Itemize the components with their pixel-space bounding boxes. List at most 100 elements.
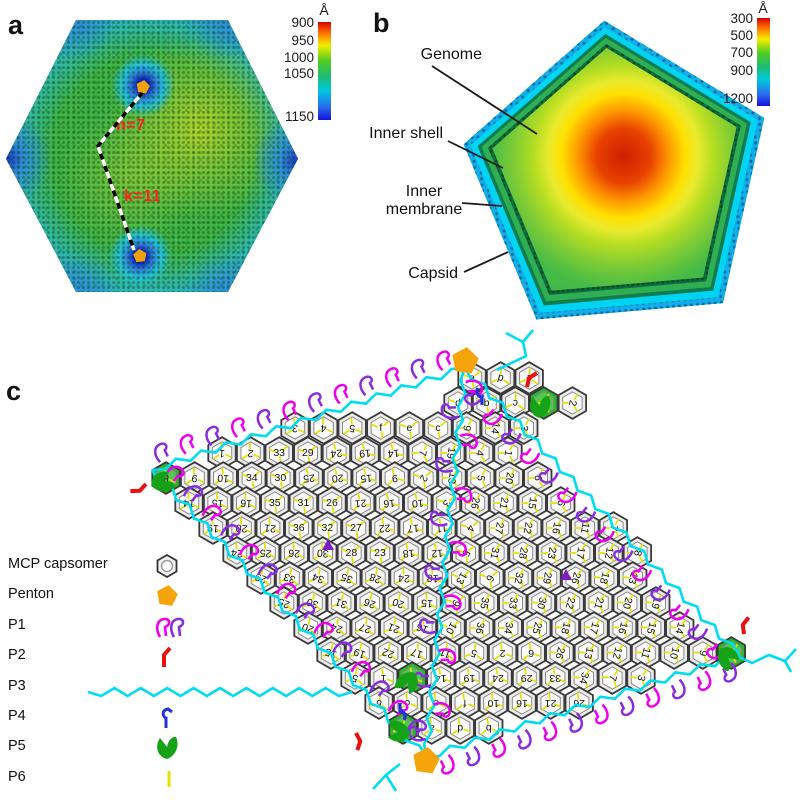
mcp-capsomer-cell: 14 (174, 486, 204, 520)
mcp-capsomer-cell: 33 (540, 661, 570, 695)
mcp-capsomer-cell: 14 (378, 436, 409, 470)
capsomer-number: 22 (521, 521, 535, 535)
capsomer-number: 6 (528, 647, 534, 659)
mcp-capsomer-cell: 26 (561, 561, 591, 595)
capsomer-number: 5 (350, 671, 360, 684)
mcp-capsomer-cell: 4 (455, 511, 486, 545)
capsomer-number: 16 (516, 697, 528, 709)
capsomer-number: 9 (449, 597, 462, 608)
legend-label: Penton (8, 586, 54, 603)
mcp-capsomer-cell: 26 (355, 586, 385, 620)
colorbar-a-unit: Å (319, 2, 329, 18)
capsomer-number: 29 (302, 447, 314, 459)
callout-capsid: Capsid (408, 265, 458, 282)
mcp-capsomer-cell: 29 (512, 661, 542, 695)
mcp-capsomer-cell: c (423, 411, 453, 445)
capsomer-number: 5 (469, 646, 479, 659)
capsomer-number: c (511, 397, 519, 410)
mcp-capsomer-cell: 19 (344, 636, 375, 670)
capsomer-number: 7 (606, 674, 619, 683)
mcp-capsomer-cell: 10 (403, 486, 433, 520)
capsomer-number: 27 (350, 522, 362, 534)
colorbar-tick: 900 (291, 15, 314, 30)
capsomer-number: 10 (411, 497, 424, 510)
capsomer-number: 3 (291, 422, 298, 434)
legend-label: P4 (8, 707, 26, 724)
capsomer-number: 2 (417, 472, 430, 483)
mcp-capsomer-cell: 15 (202, 486, 233, 520)
capsomer-number: 7 (416, 449, 429, 457)
legend-row-mcp-capsomer: MCP capsomer (6, 552, 206, 582)
mcp-capsomer-cell: 17 (579, 611, 609, 645)
capsomer-number: 10 (667, 646, 682, 661)
capsomer-number: 21 (497, 496, 511, 510)
mcp-capsomer-cell: 21 (379, 611, 409, 645)
capsomer-number: 21 (386, 620, 401, 635)
mcp-capsomer-cell: 17 (402, 636, 432, 670)
legend-row-p1: P1 (6, 613, 206, 643)
mcp-capsomer-cell: 16 (507, 686, 537, 720)
mcp-capsomer-cell: 30 (297, 586, 328, 620)
colorbar-a: Å 900 950 1000 1050 1150 (266, 2, 346, 132)
capsomer-number: f (463, 697, 466, 709)
mcp-capsomer-cell: 10 (659, 636, 689, 670)
mcp-capsomer-cell: 26 (279, 536, 309, 570)
capsomer-number: 13 (625, 571, 640, 586)
fivefold-marker-bottom (133, 249, 147, 263)
capsomer-number: c (435, 422, 440, 434)
capsomer-number: 35 (339, 570, 354, 585)
mcp-capsomer-cell: 17 (565, 536, 595, 570)
hk-annotation (96, 80, 150, 263)
mcp-capsomer-cell: 2 (557, 386, 587, 420)
mcp-capsomer-cell: 23 (537, 536, 567, 570)
capsomer-number: 16 (549, 521, 563, 535)
mcp-capsomer-cell: 15 (636, 611, 666, 645)
capsomer-number: 30 (275, 472, 287, 484)
mcp-capsomer-cell: 15 (351, 461, 381, 495)
capsomer-number: 3 (634, 674, 647, 683)
mcp-capsomer-cell: 31 (326, 586, 356, 620)
capsomer-number: 16 (383, 497, 396, 510)
legend-row-penton: Penton (6, 582, 206, 612)
p5-proteins (151, 395, 740, 742)
mcp-capsomer-cell: 15 (412, 586, 442, 620)
mcp-capsomer-cell: 20 (322, 461, 353, 495)
threefold-axis-marker (322, 539, 334, 550)
capsomer-number: 32 (511, 571, 525, 585)
mcp-capsomer-cell: f (366, 411, 396, 445)
capsomer-number: 26 (362, 595, 377, 610)
mcp-capsomer-cell: 34 (493, 611, 523, 645)
capsomer-number: 17 (573, 546, 587, 560)
capsomer-number: 4 (473, 449, 486, 457)
colorbar-tick: 1200 (722, 91, 753, 106)
penton-marker (413, 747, 440, 774)
mcp-capsomer-cell: 29 (293, 436, 323, 470)
mcp-capsomer-cell: 5 (337, 411, 367, 445)
p6-icon (152, 765, 192, 795)
mcp-capsomer-cell: 1 (207, 436, 237, 470)
mcp-capsomer-cell: 10 (208, 461, 238, 495)
legend-label: P3 (8, 677, 26, 694)
p2-protein (354, 732, 363, 751)
capsomer-number: 9 (696, 649, 709, 658)
mcp-capsomer-cell: 13 (573, 636, 603, 670)
mcp-capsomer-cell: 26 (545, 636, 575, 670)
mcp-capsomer-cell: 30 (526, 586, 556, 620)
capsomer-number: 25 (259, 547, 272, 560)
legend-row-p2: P2 (6, 643, 206, 673)
mcp-capsomer-cell: 1 (368, 661, 399, 695)
capsomer-number: 30 (305, 595, 320, 610)
mcp-capsomer-cell: 18 (589, 561, 619, 595)
mcp-capsomer-cell: 21 (584, 586, 614, 620)
capsomer-number: 11 (638, 646, 652, 660)
capsomer-number: 31 (298, 497, 310, 509)
capsomer-number: 36 (473, 621, 487, 635)
capsomer-number: 24 (330, 447, 343, 460)
capsomer-number: 9 (191, 472, 198, 484)
capsomer-number: 18 (558, 621, 573, 636)
capsomer-number: 27 (358, 620, 373, 635)
capsomer-number: 20 (620, 596, 635, 611)
capsomer-number: 14 (435, 672, 447, 684)
mcp-capsomer-cell: 22 (513, 511, 543, 545)
capsomer-number: 31 (334, 595, 349, 610)
